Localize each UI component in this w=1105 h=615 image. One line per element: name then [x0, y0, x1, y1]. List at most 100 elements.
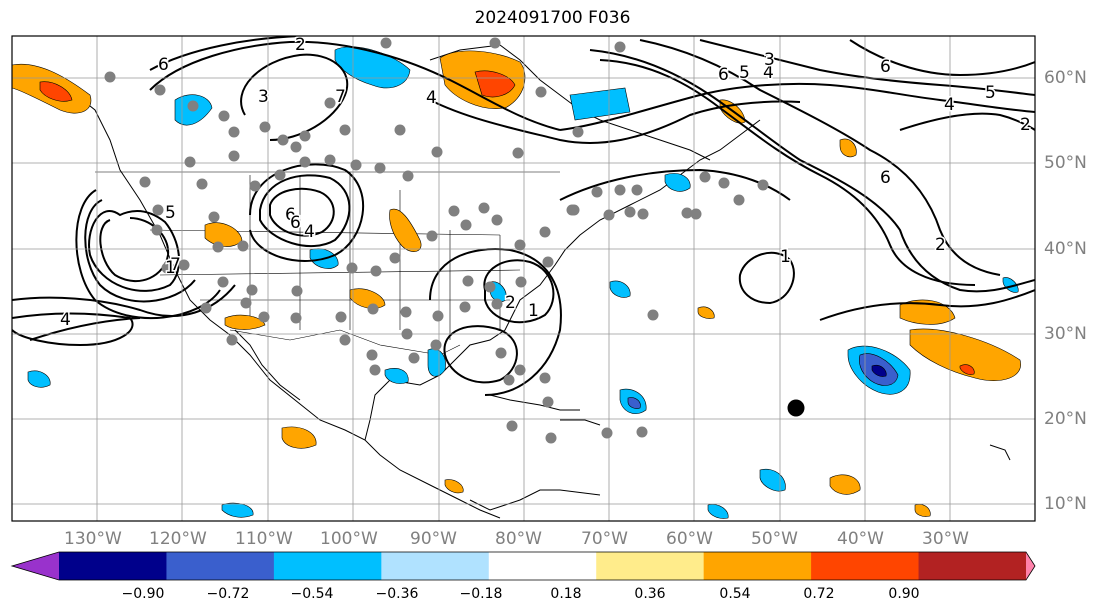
- station-dot: [178, 259, 190, 271]
- contour-label: 4: [60, 310, 71, 330]
- graticule: [12, 36, 1035, 521]
- contour-label: 6: [290, 213, 301, 233]
- station-dot: [408, 352, 420, 364]
- station-dot: [757, 179, 769, 191]
- station-dot: [462, 275, 474, 287]
- station-dot: [184, 156, 196, 168]
- station-dot: [624, 206, 636, 218]
- lon-tick-label: 110°W: [235, 529, 293, 549]
- station-dot: [389, 252, 401, 264]
- station-dot: [274, 169, 286, 181]
- station-dot: [208, 211, 220, 223]
- station-dot: [631, 184, 643, 196]
- station-dot: [539, 372, 551, 384]
- station-dot: [539, 226, 551, 238]
- lat-tick-label: 40°N: [1044, 239, 1087, 259]
- station-dot: [489, 37, 501, 49]
- contour-label: 5: [985, 83, 996, 103]
- colorbar-cell: [488, 552, 597, 580]
- contour-label: 6: [718, 65, 729, 85]
- contour-label: 5: [165, 203, 176, 223]
- lat-tick-label: 50°N: [1044, 153, 1087, 173]
- contour-label: 1: [165, 258, 176, 278]
- station-dot: [572, 126, 584, 138]
- lat-tick-label: 10°N: [1044, 494, 1087, 514]
- station-dot: [299, 130, 311, 142]
- colorbar-cell: [59, 552, 167, 580]
- colorbar-cell: [166, 552, 275, 580]
- station-dot: [374, 162, 386, 174]
- lon-tick-label: 50°W: [751, 529, 798, 549]
- station-dot: [154, 84, 166, 96]
- station-dot: [394, 124, 406, 136]
- station-dot: [335, 311, 347, 323]
- storm-position-marker: [787, 399, 805, 417]
- colorbar-cell: [381, 552, 490, 580]
- colorbar-tick-label: −0.54: [290, 586, 334, 602]
- station-dot: [699, 171, 711, 183]
- station-dot: [591, 186, 603, 198]
- contour-label: 2: [295, 35, 306, 55]
- station-dot: [506, 420, 518, 432]
- station-dot: [367, 303, 379, 315]
- station-dot: [104, 71, 116, 83]
- station-dot: [350, 159, 362, 171]
- contour-label: 6: [880, 168, 891, 188]
- lon-tick-label: 30°W: [922, 529, 969, 549]
- lon-tick-label: 90°W: [410, 529, 457, 549]
- contour-label: 2: [935, 235, 946, 255]
- station-dot: [290, 141, 302, 153]
- colorbar-tick-label: −0.90: [121, 586, 165, 602]
- station-dot: [228, 150, 240, 162]
- lon-tick-label: 60°W: [666, 529, 713, 549]
- station-dot: [603, 209, 615, 221]
- station-dot: [495, 347, 507, 359]
- station-dot: [218, 110, 230, 122]
- contour-label: 4: [304, 222, 315, 242]
- station-dot: [200, 302, 212, 314]
- station-dot: [290, 312, 302, 324]
- station-dot: [542, 256, 554, 268]
- station-dot: [402, 170, 414, 182]
- station-dot: [636, 426, 648, 438]
- station-dot: [401, 328, 413, 340]
- station-dot: [249, 180, 261, 192]
- colorbar-tick-label: 0.54: [719, 586, 751, 602]
- lat-tick-label: 20°N: [1044, 409, 1087, 429]
- station-dot: [324, 154, 336, 166]
- station-dot: [139, 176, 151, 188]
- contour-label: 6: [158, 55, 169, 75]
- station-dot: [246, 284, 258, 296]
- lon-tick-label: 120°W: [149, 529, 207, 549]
- contour-label: 4: [763, 63, 774, 83]
- lon-tick-label: 70°W: [581, 529, 628, 549]
- station-dot: [346, 262, 358, 274]
- colorbar-tick-label: 0.36: [634, 586, 666, 602]
- station-dot: [299, 156, 311, 168]
- station-dot: [258, 311, 270, 323]
- colorbar-outline: [10, 551, 1036, 581]
- station-dot: [380, 37, 392, 49]
- station-dot: [196, 178, 208, 190]
- station-dot: [503, 374, 515, 386]
- station-dot: [212, 241, 224, 253]
- station-dot: [187, 100, 199, 112]
- station-dot: [432, 310, 444, 322]
- colorbar-tick-label: 0.18: [550, 586, 582, 602]
- colorbar-cell: [811, 552, 920, 580]
- station-dot: [240, 297, 252, 309]
- contour-label: 7: [170, 255, 181, 275]
- station-dot: [237, 240, 249, 252]
- map-title: 2024091700 F036: [474, 8, 631, 28]
- contour-label: 3: [258, 87, 269, 107]
- station-dot: [400, 306, 412, 318]
- station-dot: [228, 126, 240, 138]
- station-dot: [614, 184, 626, 196]
- lat-tick-label: 60°N: [1044, 68, 1087, 88]
- colorbar-cell: [918, 552, 1027, 580]
- colorbar-tick-label: 0.90: [888, 586, 920, 602]
- contour-label: 2: [1020, 115, 1031, 135]
- contour-label: 3: [764, 50, 775, 70]
- station-dot: [690, 208, 702, 220]
